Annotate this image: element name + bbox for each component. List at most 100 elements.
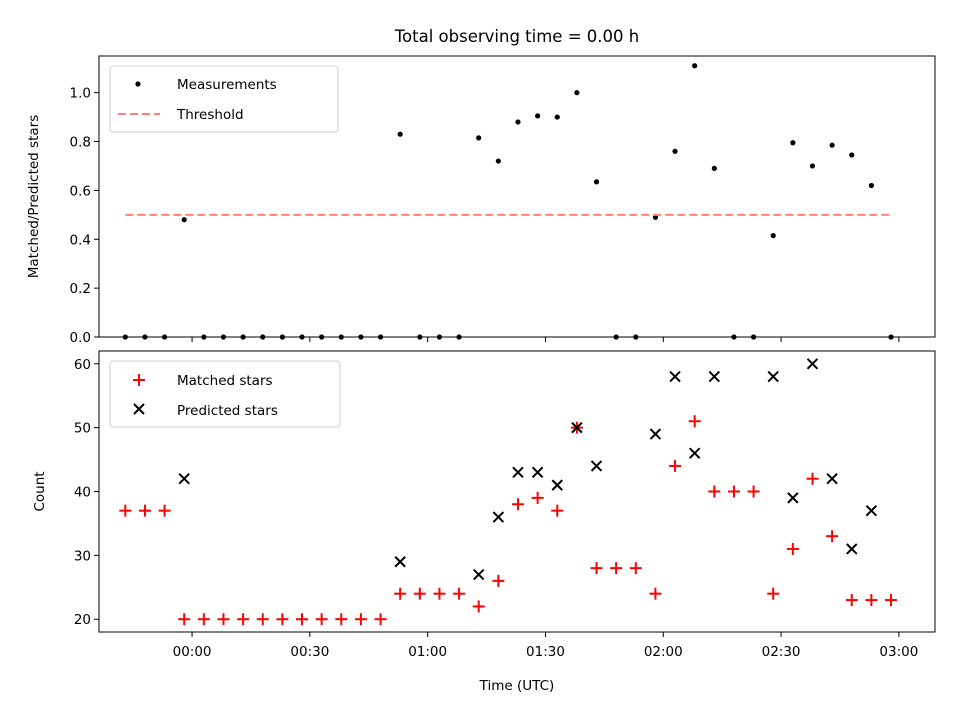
top-panel-frame (98, 55, 936, 338)
matched-stars-point (276, 613, 289, 626)
measurement-point (809, 163, 816, 169)
measurement-point (495, 158, 501, 164)
predicted-stars-point (531, 466, 544, 479)
matched-stars-point (590, 562, 603, 575)
predicted-stars-point (649, 428, 662, 440)
x-tick-label: 00:30 (290, 644, 329, 660)
top-panel-marks (122, 63, 894, 340)
matched-stars-point (845, 594, 858, 607)
measurement-point (711, 165, 717, 171)
top-legend-box (109, 65, 339, 133)
x-tick-label: 02:30 (762, 644, 801, 660)
measurement-point (574, 90, 580, 96)
matched-stars-point (610, 562, 623, 575)
measurement-point (535, 113, 541, 119)
predicted-stars-point (865, 504, 878, 517)
predicted-stars-point (669, 370, 681, 383)
matched-stars-point (669, 459, 682, 472)
matched-stars-point (158, 504, 171, 517)
measurement-point (652, 214, 659, 220)
matched-stars-point (629, 562, 642, 575)
x-tick-label: 02:00 (644, 644, 683, 660)
bottom-panel-frame (98, 350, 936, 633)
y-tick-label: 40 (74, 485, 91, 501)
predicted-stars-point (688, 447, 701, 459)
predicted-stars-point (178, 473, 190, 485)
matched-stars-point (865, 594, 878, 607)
matched-stars-point (178, 613, 191, 626)
measurement-point (672, 148, 678, 154)
matched-stars-point (119, 504, 132, 517)
measurement-point (770, 232, 776, 239)
matched-stars-point (256, 613, 269, 626)
bottom-panel-x-axis-label: Time (UTC) (479, 678, 555, 694)
legend-predicted-marker (133, 403, 145, 415)
x-tick-label: 01:00 (408, 644, 447, 660)
matched-stars-point (237, 613, 250, 626)
chart-title: Total observing time = 0.00 h (394, 27, 639, 46)
matched-stars-point (394, 587, 407, 600)
predicted-stars-point (767, 370, 779, 383)
matched-stars-point (197, 613, 210, 626)
measurement-point (868, 182, 874, 189)
measurement-point (829, 142, 835, 148)
matched-stars-point (335, 613, 348, 626)
matched-stars-point (511, 498, 524, 511)
y-tick-label: 0.4 (70, 232, 91, 248)
predicted-stars-point (394, 556, 406, 568)
legend-matched-marker (133, 374, 145, 386)
matched-stars-point (492, 574, 505, 587)
top-panel-y-ticks: 0.0 0.2 0.4 0.6 0.8 1.0 (70, 86, 99, 346)
predicted-stars-point (492, 511, 505, 523)
predicted-stars-point (826, 473, 838, 485)
measurement-point (181, 217, 187, 223)
matched-stars-point (708, 485, 721, 498)
legend-threshold-label: Threshold (176, 107, 244, 123)
y-tick-label: 1.0 (70, 86, 91, 102)
matched-stars-point (767, 587, 780, 600)
bottom-panel-x-ticks: 00:00 00:30 01:00 01:30 02:00 02:30 03:00 (173, 632, 918, 660)
matched-stars-point (531, 491, 544, 504)
x-tick-label: 03:00 (879, 644, 918, 660)
matched-stars-point (786, 542, 799, 555)
bottom-panel-marks (119, 358, 898, 626)
matched-stars-point (747, 485, 760, 498)
matched-stars-point (727, 485, 740, 498)
bottom-panel-y-ticks: 20 30 40 50 60 (74, 357, 99, 628)
predicted-stars-point (787, 492, 799, 504)
predicted-stars-point (806, 358, 819, 370)
y-tick-label: 30 (74, 548, 91, 564)
measurement-point (790, 140, 796, 146)
matched-stars-point (551, 504, 564, 517)
matched-stars-point (138, 504, 151, 517)
matched-stars-point (433, 587, 446, 600)
bottom-legend-box (109, 360, 341, 428)
predicted-stars-point (571, 421, 583, 434)
matched-stars-point (453, 587, 466, 600)
y-tick-label: 20 (74, 612, 91, 628)
top-panel-legend: Measurements Threshold (109, 65, 339, 133)
matched-stars-point (354, 613, 367, 626)
bottom-panel: 20 30 40 50 60 00:00 00:30 01:00 01:30 02:00 02:3… (32, 350, 936, 694)
legend-matched-label: Matched stars (177, 373, 273, 389)
measurement-point (397, 131, 403, 137)
y-tick-label: 60 (74, 357, 91, 373)
legend-measurements-marker (135, 81, 141, 87)
measurement-point (692, 63, 698, 69)
y-tick-label: 0.0 (70, 330, 91, 346)
predicted-stars-point (473, 568, 485, 581)
top-panel-y-axis-label: Matched/Predicted stars (26, 115, 42, 278)
measurement-point (476, 135, 482, 141)
x-tick-label: 00:00 (173, 644, 212, 660)
top-panel: 0.0 0.2 0.4 0.6 0.8 1.0 Matched/Predicted sta… (26, 55, 936, 346)
matched-stars-point (472, 600, 485, 613)
y-tick-label: 0.6 (70, 183, 91, 199)
matched-stars-point (315, 613, 328, 626)
matched-stars-point (826, 530, 839, 543)
measurement-point (515, 119, 521, 125)
matched-stars-point (885, 594, 898, 607)
matched-stars-point (649, 587, 662, 600)
matched-stars-point (217, 613, 230, 626)
legend-measurements-label: Measurements (177, 77, 277, 93)
